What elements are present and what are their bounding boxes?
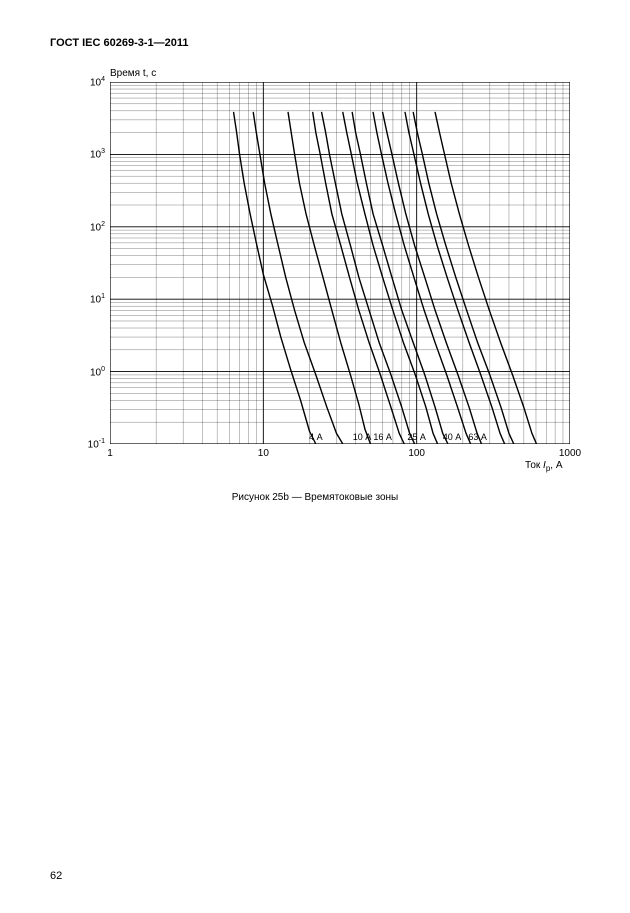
x-axis-label: Ток Ip, А xyxy=(525,460,563,473)
y-tick-label: 10-1 xyxy=(65,438,105,450)
curve-label: 4 А xyxy=(309,432,323,442)
curve-label: 25 А xyxy=(407,432,426,442)
time-current-chart xyxy=(110,82,570,444)
y-tick-label: 100 xyxy=(65,366,105,378)
y-tick-label: 104 xyxy=(65,76,105,88)
document-header: ГОСТ IEC 60269-3-1—2011 xyxy=(50,37,189,49)
y-tick-label: 102 xyxy=(65,221,105,233)
curve-label: 10 А xyxy=(353,432,372,442)
y-tick-label: 103 xyxy=(65,148,105,160)
y-tick-label: 101 xyxy=(65,293,105,305)
page-number: 62 xyxy=(50,870,62,882)
x-tick-label: 100 xyxy=(408,448,425,459)
x-tick-label: 1 xyxy=(107,448,113,459)
curve-label: 40 А xyxy=(443,432,462,442)
curve-label: 63 А xyxy=(468,432,487,442)
x-tick-label: 1000 xyxy=(559,448,581,459)
x-tick-label: 10 xyxy=(258,448,269,459)
curve-label: 16 А xyxy=(373,432,392,442)
y-axis-label: Время t, с xyxy=(110,68,156,79)
figure-caption: Рисунок 25b — Времятоковые зоны xyxy=(0,492,630,503)
